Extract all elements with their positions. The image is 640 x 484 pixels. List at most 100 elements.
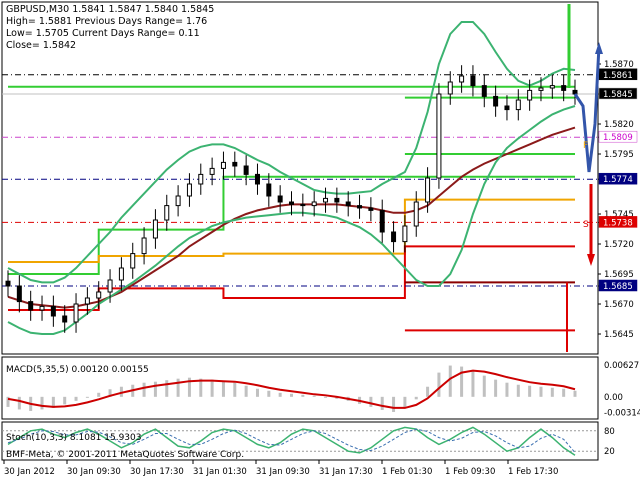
macd-histogram-bar [505, 382, 509, 397]
macd-histogram-bar [448, 365, 452, 397]
stochastic-panel: 80 20 [1, 421, 615, 461]
time-tick-label: 1 Feb 17:30 [508, 467, 558, 477]
candle-body [311, 201, 317, 207]
candle-body [277, 195, 283, 203]
level-label-bg-1.5738 [598, 216, 638, 228]
macd-histogram-bar [539, 386, 543, 397]
time-tick-label: 31 Jan 09:30 [256, 467, 310, 477]
candle-body [141, 237, 147, 255]
macd-signal-line [7, 369, 576, 409]
bollinger_upper-line [7, 21, 576, 284]
header-line-3: Low= 1.5705 Current Days Range= 0.11 [6, 28, 200, 39]
candle-body [447, 81, 453, 95]
candle-body [266, 183, 272, 197]
header-line-2: High= 1.5881 Previous Days Range= 1.76 [6, 16, 207, 27]
price-tick-label: 1.5795 [604, 150, 634, 160]
candle-body [152, 219, 158, 239]
level-label-1.5809: 1.5809 [603, 133, 633, 143]
level-label-bg-1.5809 [598, 130, 638, 143]
header-line-4: Close= 1.5842 [6, 40, 76, 51]
macd-histogram-bar [550, 387, 554, 397]
stoch-tick-label: 20 [604, 447, 615, 457]
candle-body [470, 75, 476, 87]
candle-body [538, 87, 544, 91]
candle-body [481, 85, 487, 97]
macd-histogram-bar [267, 390, 271, 397]
macd-histogram-bar [290, 393, 293, 397]
candle-body [209, 167, 215, 175]
macd-histogram-bar [414, 396, 418, 400]
macd-histogram-bar [244, 385, 248, 397]
price-tick-label: 1.5870 [604, 60, 634, 70]
forecast-projection-line [573, 45, 601, 173]
candle-body [50, 305, 56, 317]
candle-body [5, 280, 11, 287]
candle-body [289, 201, 294, 205]
macd-histogram-bar [210, 379, 214, 397]
macd-histogram-bar [74, 396, 78, 401]
macd-histogram-bar [142, 382, 146, 397]
candle-body [84, 297, 90, 305]
macd-histogram-bar [97, 392, 101, 397]
macd-histogram-bar [369, 396, 373, 407]
macd-histogram-bar [516, 384, 520, 397]
candle-body [436, 93, 442, 179]
macd-histogram-bar [51, 396, 55, 408]
candle-body [357, 205, 363, 209]
level-label-bg-1.5774 [598, 172, 638, 185]
macd-histogram-bar [17, 396, 21, 410]
candle-body [175, 195, 181, 207]
time-tick-label: 1 Feb 09:30 [445, 467, 495, 477]
candle-body [243, 165, 249, 175]
candle-body [368, 207, 374, 211]
candle-body [425, 177, 431, 203]
macd-histogram-bar [392, 396, 396, 412]
pivot-level-line-4 [8, 198, 575, 263]
macd-histogram-bar [63, 396, 67, 405]
candle-body [232, 161, 238, 167]
macd-tick-label: -0.00314 [604, 409, 640, 419]
level-label-1.5861: 1.5861 [603, 71, 633, 81]
macd-histogram-bar [437, 372, 441, 397]
macd-histogram-bar [312, 395, 316, 397]
macd-histogram-bar [426, 386, 430, 397]
candle-body [96, 291, 102, 299]
main-panel-frame [1, 1, 599, 355]
price-tick-label: 1.5695 [604, 270, 634, 280]
time-tick-label: 30 Jan 17:30 [130, 467, 184, 477]
time-tick-label: 30 Jan 09:30 [67, 467, 121, 477]
macd-histogram-bar [165, 380, 169, 397]
candle-body [515, 99, 521, 111]
level-label-1.5738: 1.5738 [603, 218, 633, 228]
macd-histogram-bar [40, 396, 44, 410]
time-tick-label: 31 Jan 01:30 [193, 467, 247, 477]
macd-histogram-bar [278, 392, 282, 397]
candle-body [493, 95, 499, 107]
macd-histogram-bar [494, 379, 498, 397]
candle-body [107, 279, 113, 293]
copyright-text: BMF-Meta, © 2001-2011 MetaQuotes Softwar… [6, 450, 244, 460]
macd-histogram-bar [6, 396, 10, 407]
candle-body [402, 225, 408, 243]
candle-body [459, 75, 465, 83]
macd-histogram-bar [380, 396, 384, 410]
stoch-signal-line [7, 428, 576, 453]
candle-body [391, 231, 397, 243]
macd-histogram-bar [482, 375, 486, 397]
marker-s: S [583, 220, 589, 230]
candle-body [198, 173, 204, 185]
forecast-up-arrow [595, 42, 603, 54]
candle-body [413, 201, 419, 227]
macd-tick-label: 0.00 [604, 393, 623, 403]
price-tick-label: 1.5720 [604, 240, 634, 250]
candle-body [561, 85, 567, 91]
candle-body [549, 85, 555, 89]
level-label-1.5845: 1.5845 [603, 90, 633, 100]
price-tick-label: 1.5745 [604, 210, 634, 220]
price-tick-label: 1.5645 [604, 330, 634, 340]
main-price-panel: 1.5870 1.5845 1.5820 1.5809 1.5795 1.5774 1.57… [1, 1, 638, 355]
macd-histogram-bar [573, 390, 577, 397]
macd-panel-frame [1, 356, 599, 420]
